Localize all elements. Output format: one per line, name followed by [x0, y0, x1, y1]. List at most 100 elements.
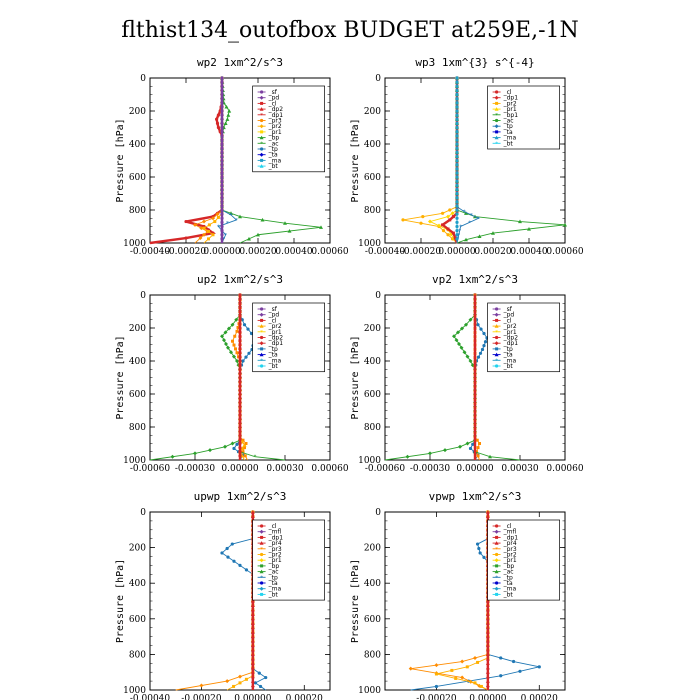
series-point — [250, 621, 255, 625]
x-tick-label: -0.00030 — [175, 464, 216, 474]
legend-marker — [260, 147, 264, 151]
series-point — [224, 104, 229, 109]
series-point — [485, 652, 490, 656]
series-point: * — [474, 301, 477, 307]
series-point — [455, 220, 459, 224]
series-point — [478, 351, 483, 355]
series-point: * — [474, 421, 477, 427]
series-point — [238, 450, 242, 454]
y-tick-label: 200 — [129, 324, 146, 334]
series-point — [455, 175, 459, 179]
legend-entry: _bt — [268, 591, 279, 598]
legend-entry: _dp2 — [503, 335, 519, 342]
series-point: * — [474, 310, 477, 316]
series-point — [242, 323, 247, 327]
legend-marker — [494, 312, 499, 317]
series-point — [220, 204, 224, 208]
series-point — [238, 437, 242, 441]
series-point — [225, 679, 230, 684]
series-point — [465, 665, 469, 669]
series-point — [250, 625, 255, 630]
series-point — [220, 105, 224, 109]
series-point — [482, 555, 486, 559]
legend-entry: _pr1 — [503, 329, 517, 336]
legend-entry: _tp — [268, 346, 278, 353]
series-point — [527, 226, 531, 231]
series-point — [223, 330, 228, 335]
series-point: * — [474, 437, 477, 443]
series-point — [485, 603, 490, 608]
series-point: * — [474, 305, 477, 311]
series-point — [238, 674, 242, 679]
series-point: * — [458, 229, 461, 235]
series-point — [250, 634, 255, 639]
series-point — [220, 80, 224, 84]
series-point — [220, 187, 224, 191]
series-point: * — [474, 322, 477, 328]
series-point — [468, 359, 473, 363]
series-point: * — [474, 338, 477, 344]
legend-entry: _ac — [503, 118, 514, 125]
y-tick-label: 1000 — [358, 456, 381, 466]
y-tick-label: 0 — [140, 508, 146, 518]
legend-entry: _ac — [268, 569, 279, 576]
series-point — [419, 221, 423, 225]
y-tick-label: 800 — [129, 206, 146, 216]
series-point — [250, 643, 255, 648]
series-point — [455, 101, 459, 105]
legend-marker — [260, 552, 264, 557]
series-point — [448, 218, 452, 222]
legend-marker — [495, 592, 499, 596]
y-tick-label: 400 — [364, 357, 381, 367]
legend-entry: _mfl — [268, 529, 282, 536]
legend-entry: _cl — [268, 523, 277, 530]
series-point: * — [474, 429, 477, 435]
y-tick-label: 200 — [364, 544, 381, 554]
series-point — [213, 220, 217, 224]
legend-marker — [495, 524, 499, 528]
y-tick-label: 0 — [375, 508, 381, 518]
series-point — [460, 326, 464, 331]
legend-box — [487, 85, 560, 150]
series-point — [319, 225, 323, 229]
series-point — [485, 616, 490, 621]
series-point — [475, 542, 480, 546]
series-point — [443, 448, 447, 453]
series-point — [238, 681, 242, 685]
y-axis-label: Pressure [hPa] — [115, 118, 126, 202]
series-point — [483, 340, 488, 344]
legend-entry: _pr1 — [268, 557, 282, 564]
series-point — [258, 684, 263, 689]
series-point — [220, 150, 224, 154]
series-point — [455, 183, 459, 187]
x-tick-label: -0.00020 — [181, 694, 222, 700]
legend-marker — [494, 341, 499, 346]
y-tick-label: 800 — [129, 650, 146, 660]
series-point — [238, 214, 242, 219]
legend-marker — [260, 101, 264, 105]
series-point: * — [474, 318, 477, 324]
panel-title: vpwp 1xm^2/s^3 — [429, 490, 522, 503]
series-point — [220, 224, 224, 229]
series-point — [238, 413, 242, 417]
legend-entry: _bp — [503, 563, 515, 570]
series-point — [485, 612, 490, 616]
series-ac — [473, 449, 521, 461]
y-tick-label: 600 — [364, 173, 381, 183]
series-point — [455, 117, 459, 121]
series-point — [485, 607, 490, 612]
series-point — [455, 191, 459, 196]
series-point — [220, 212, 224, 216]
y-tick-label: 400 — [364, 140, 381, 150]
series-point — [475, 450, 478, 454]
series-point — [220, 551, 224, 555]
series-point — [230, 441, 235, 446]
legend-entry: _pr4 — [503, 540, 517, 547]
series-point — [235, 351, 239, 355]
legend-entry: _pr1 — [268, 329, 282, 336]
series-point — [207, 223, 211, 227]
series-point — [238, 408, 242, 413]
panel-5: vpwp 1xm^2/s^3 Pressure [hPa] 0 200 400 600 80… — [350, 490, 566, 700]
series-point — [455, 125, 459, 130]
